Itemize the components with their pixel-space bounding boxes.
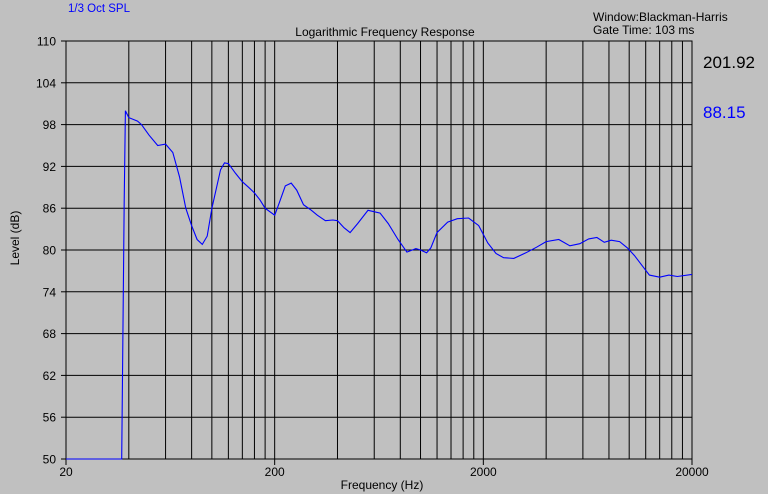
y-axis-title: Level (dB) xyxy=(8,211,22,266)
x-axis-title: Frequency (Hz) xyxy=(341,478,424,492)
x-tick-label: 20 xyxy=(59,465,73,479)
y-tick-label: 86 xyxy=(43,202,57,216)
series-label: 1/3 Oct SPL xyxy=(68,3,131,15)
grid-lines xyxy=(66,41,692,459)
y-tick-label: 110 xyxy=(37,35,56,49)
series-line-spl xyxy=(66,110,693,460)
x-tick-label: 2000 xyxy=(470,465,497,479)
readout-level: 88.15 xyxy=(703,103,746,122)
y-tick-label: 74 xyxy=(43,285,57,299)
x-tick-label: 200 xyxy=(265,465,285,479)
x-tick-label: 20000 xyxy=(675,465,709,479)
gate-info: Gate Time: 103 ms xyxy=(593,23,694,37)
y-tick-label: 68 xyxy=(43,327,57,341)
y-tick-label: 98 xyxy=(43,118,57,132)
y-tick-label: 50 xyxy=(43,453,57,467)
y-tick-label: 62 xyxy=(43,369,57,383)
y-axis-ticks: 50 56 62 68 74 80 86 92 98 104 110 xyxy=(36,35,66,467)
y-tick-label: 80 xyxy=(43,244,57,258)
readout-frequency: 201.92 xyxy=(703,53,755,72)
chart-title: Logarithmic Frequency Response xyxy=(295,25,475,39)
plot-frame xyxy=(65,40,693,460)
y-tick-label: 56 xyxy=(43,411,57,425)
y-tick-label: 104 xyxy=(36,76,56,90)
y-tick-label: 92 xyxy=(43,160,57,174)
x-axis-ticks: 20 200 2000 20000 xyxy=(59,459,709,479)
window-info: Window:Blackman-Harris xyxy=(593,10,728,24)
